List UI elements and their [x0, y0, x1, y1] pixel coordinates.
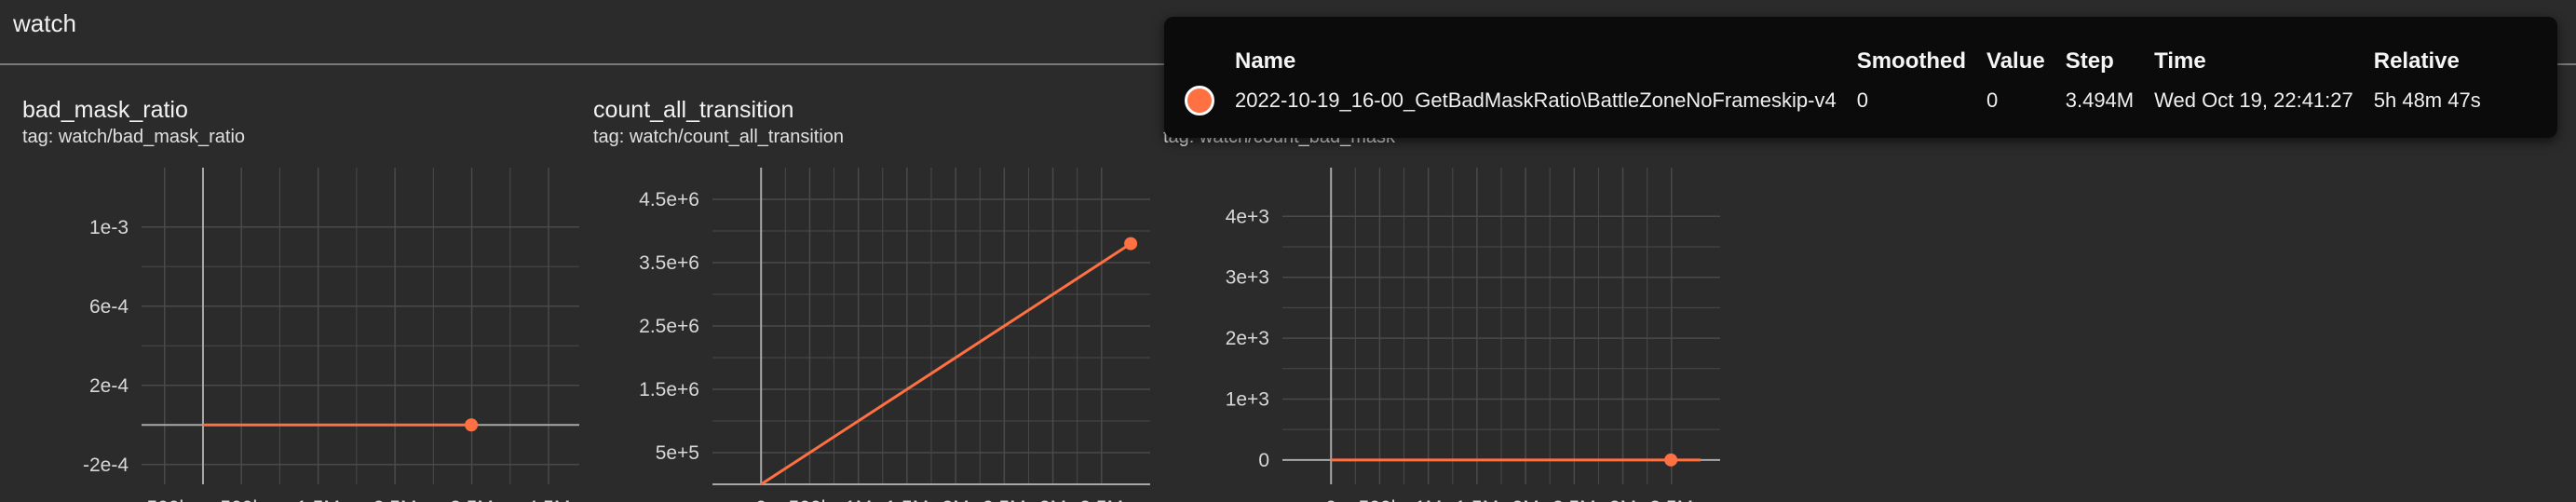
x-tick-label: 1.5M — [886, 497, 929, 502]
x-tick-label: 1M — [1415, 497, 1442, 502]
series-point[interactable] — [1124, 237, 1138, 251]
y-tick-label: 3.5e+6 — [639, 252, 699, 274]
y-tick-label: -2e-4 — [83, 455, 129, 476]
tooltip-value: 0 — [1986, 88, 1999, 112]
x-tick-label: -500k — [140, 497, 189, 502]
x-tick-label: 500k — [789, 497, 832, 502]
chart-tag: tag: watch/bad_mask_ratio — [22, 127, 246, 147]
tooltip-relative: 5h 48m 47s — [2373, 88, 2481, 112]
chart-bad-mask-ratio[interactable]: -500k 500k 1.5M 2.5M 3.5M 4.5M -2e-4 2e-4 6e-4 1e… — [11, 86, 579, 502]
x-tick-label: 0 — [1325, 497, 1336, 502]
chart-card-count-all-transition[interactable]: count_all_transition tag: watch/count_al… — [582, 86, 1150, 502]
tooltip-row: 2022-10-19_16-00_GetBadMaskRatio\BattleZ… — [1185, 82, 2501, 115]
x-tick-label: 2.5M — [373, 497, 417, 502]
tooltip-header-relative: Relative — [2373, 48, 2460, 74]
x-tick-label: 4.5M — [527, 497, 571, 502]
tooltip-run-name: 2022-10-19_16-00_GetBadMaskRatio\BattleZ… — [1235, 88, 1837, 112]
x-tick-label: 2M — [942, 497, 969, 502]
x-tick-label: 1.5M — [296, 497, 340, 502]
series-line — [760, 242, 1132, 486]
x-tick-label: 2.5M — [983, 497, 1026, 502]
y-tick-label: 2.5e+6 — [639, 316, 699, 337]
x-tick-label: 500k — [220, 497, 263, 502]
chart-count-all-transition[interactable]: 0 500k 1M 1.5M 2M 2.5M 3M 3.5M 5e+5 1.5e+6 2.5e+6 3… — [582, 86, 1150, 502]
x-tick-label: 500k — [1359, 497, 1402, 502]
tooltip-header-smoothed: Smoothed — [1856, 48, 1967, 74]
tooltip-time: Wed Oct 19, 22:41:27 — [2154, 88, 2353, 112]
chart-tag: tag: watch/count_all_transition — [593, 127, 845, 147]
y-tick-label: 1e-3 — [89, 217, 129, 238]
data-tooltip: Name Smoothed Value Step Time Relative 2… — [1164, 17, 2557, 138]
tooltip-table: Name Smoothed Value Step Time Relative 2… — [1185, 48, 2501, 115]
y-tick-label: 1e+3 — [1226, 388, 1269, 410]
tooltip-header-step: Step — [2065, 48, 2114, 74]
series-point[interactable] — [1664, 453, 1678, 467]
y-tick-label: 6e-4 — [89, 296, 129, 318]
series-point[interactable] — [465, 418, 479, 432]
chart-title: bad_mask_ratio — [22, 97, 188, 123]
tooltip-step: 3.494M — [2065, 88, 2135, 112]
chart-card-bad-mask-ratio[interactable]: bad_mask_ratio tag: watch/bad_mask_ratio… — [11, 86, 579, 502]
x-tick-label: 3.5M — [1079, 497, 1123, 502]
x-tick-label: 0 — [755, 497, 766, 502]
tooltip-swatch-header — [1185, 48, 1235, 82]
x-tick-label: 1M — [845, 497, 872, 502]
x-tick-label: 2.5M — [1552, 497, 1596, 502]
series-color-swatch — [1185, 86, 1214, 115]
x-tick-label: 1.5M — [1456, 497, 1499, 502]
tooltip-smoothed: 0 — [1856, 88, 1868, 112]
y-tick-label: 3e+3 — [1226, 267, 1269, 289]
x-tick-label: 3M — [1609, 497, 1636, 502]
tooltip-header-name: Name — [1235, 48, 1296, 74]
y-tick-label: 4.5e+6 — [639, 189, 699, 210]
section-title: watch — [13, 9, 76, 37]
chart-title: count_all_transition — [593, 97, 794, 123]
y-tick-label: 4e+3 — [1226, 206, 1269, 227]
y-tick-label: 2e+3 — [1226, 328, 1269, 349]
tooltip-header-value: Value — [1986, 48, 2045, 74]
x-tick-label: 2M — [1512, 497, 1539, 502]
y-tick-label: 0 — [1258, 450, 1269, 471]
tooltip-header-time: Time — [2154, 48, 2206, 74]
x-tick-label: 3.5M — [1649, 497, 1693, 502]
chart-count-bad-mask[interactable]: 0 500k 1M 1.5M 2M 2.5M 3M 3.5M 0 1e+3 2e+3 3e+3 4e+3 — [1152, 86, 1720, 502]
y-tick-label: 5e+5 — [656, 442, 699, 464]
y-tick-label: 1.5e+6 — [639, 379, 699, 400]
x-tick-label: 3M — [1039, 497, 1066, 502]
x-tick-label: 3.5M — [450, 497, 494, 502]
chart-card-count-bad-mask[interactable]: count_bad_mask tag: watch/count_bad_mask… — [1152, 86, 1720, 502]
y-tick-label: 2e-4 — [89, 375, 129, 397]
